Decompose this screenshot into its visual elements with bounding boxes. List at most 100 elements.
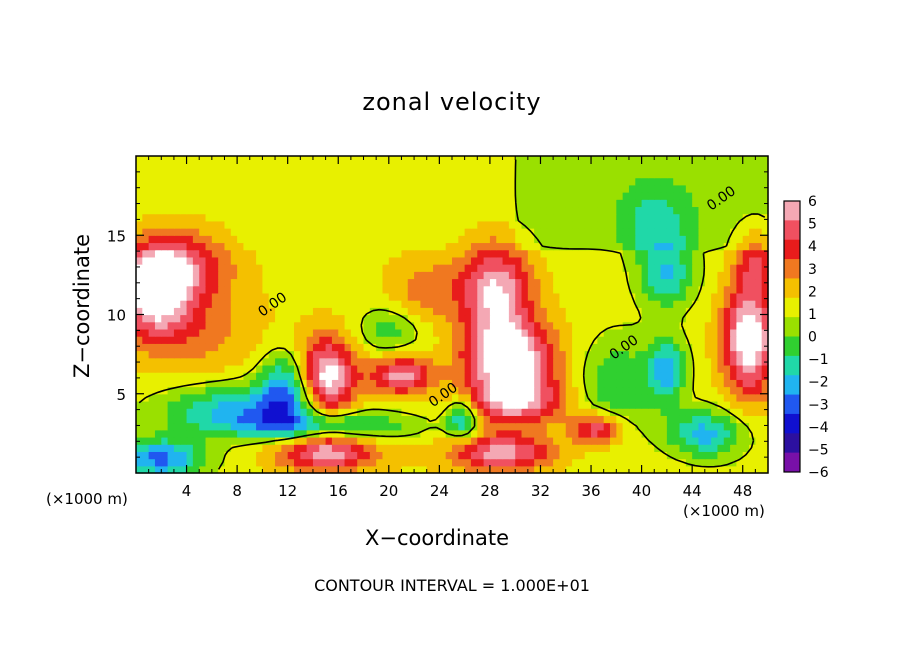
heatmap-cell [483, 465, 491, 474]
heatmap-cell [616, 242, 624, 251]
heatmap-cell [338, 156, 346, 164]
heatmap-cell [647, 415, 655, 424]
heatmap-cell [761, 292, 769, 301]
heatmap-cell [350, 213, 358, 222]
heatmap-cell [237, 199, 245, 208]
heatmap-cell [154, 300, 162, 308]
heatmap-cell [401, 386, 409, 395]
heatmap-cell [268, 300, 276, 308]
heatmap-cell [414, 372, 421, 380]
heatmap-cell [161, 163, 169, 171]
heatmap-cell [521, 386, 529, 395]
heatmap-cell [666, 357, 674, 366]
heatmap-cell [445, 285, 453, 294]
heatmap-cell [610, 220, 617, 229]
heatmap-cell [218, 199, 226, 208]
heatmap-cell [717, 357, 725, 366]
heatmap-cell [749, 170, 756, 179]
heatmap-cell [483, 177, 491, 186]
heatmap-cell [622, 163, 630, 171]
heatmap-cell [591, 278, 598, 287]
heatmap-cell [142, 350, 150, 359]
heatmap-cell [641, 379, 649, 388]
heatmap-cell [698, 408, 706, 416]
heatmap-cell [635, 444, 643, 452]
y-tick-label: 5 [116, 386, 126, 404]
heatmap-cell [344, 235, 352, 244]
heatmap-cell [186, 156, 194, 164]
heatmap-cell [477, 415, 485, 424]
heatmap-cell [496, 386, 504, 395]
heatmap-cell [515, 350, 523, 359]
heatmap-cell [603, 256, 611, 265]
heatmap-cell [325, 285, 333, 294]
heatmap-cell [477, 271, 485, 280]
heatmap-cell [414, 264, 421, 272]
heatmap-cell [534, 307, 542, 316]
heatmap-cell [673, 458, 681, 467]
heatmap-cell [268, 350, 276, 359]
heatmap-cell [628, 328, 636, 337]
heatmap-cell [243, 328, 251, 337]
heatmap-cell [237, 379, 245, 388]
heatmap-cell [452, 156, 459, 164]
heatmap-cell [256, 292, 263, 301]
heatmap-cell [363, 184, 371, 193]
heatmap-cell [597, 357, 605, 366]
heatmap-cell [439, 444, 447, 452]
heatmap-cell [464, 199, 472, 208]
x-unit-label-left: (×1000 m) [46, 490, 128, 508]
heatmap-cell [363, 400, 371, 409]
heatmap-cell [603, 307, 611, 316]
heatmap-cell [711, 292, 719, 301]
heatmap-cell [312, 379, 320, 388]
heatmap-cell [470, 156, 478, 164]
heatmap-cell [521, 256, 529, 265]
heatmap-cell [420, 285, 428, 294]
heatmap-cell [742, 379, 750, 388]
heatmap-cell [325, 206, 333, 215]
heatmap-cell [559, 307, 567, 316]
heatmap-cell [527, 451, 535, 460]
heatmap-cell [572, 206, 579, 215]
heatmap-cell [717, 458, 725, 467]
heatmap-cell [470, 271, 478, 280]
heatmap-cell [635, 242, 643, 251]
heatmap-cell [268, 242, 276, 251]
heatmap-cell [357, 249, 365, 258]
heatmap-cell [635, 422, 643, 431]
heatmap-cell [635, 177, 643, 186]
heatmap-cell [717, 249, 725, 258]
heatmap-cell [407, 177, 415, 186]
heatmap-cell [673, 357, 681, 366]
heatmap-cell [350, 177, 358, 186]
heatmap-cell [395, 436, 403, 445]
heatmap-cell [685, 170, 693, 179]
heatmap-cell [319, 336, 327, 344]
heatmap-cell [584, 379, 592, 388]
heatmap-cell [433, 429, 440, 438]
heatmap-cell [395, 364, 403, 373]
heatmap-cell [376, 292, 384, 301]
heatmap-cell [420, 436, 428, 445]
heatmap-cell [641, 429, 649, 438]
heatmap-cell [262, 278, 270, 287]
heatmap-cell [218, 379, 226, 388]
heatmap-cell [755, 465, 763, 474]
heatmap-cell [730, 350, 737, 359]
heatmap-cell [161, 436, 169, 445]
heatmap-cell [205, 328, 213, 337]
heatmap-cell [407, 163, 415, 171]
heatmap-cell [603, 379, 611, 388]
heatmap-cell [502, 213, 510, 222]
heatmap-cell [445, 228, 453, 236]
heatmap-cell [173, 278, 181, 287]
heatmap-cell [281, 177, 289, 186]
heatmap-cell [723, 206, 731, 215]
heatmap-cell [458, 314, 466, 323]
heatmap-cell [730, 400, 737, 409]
heatmap-cell [711, 408, 719, 416]
heatmap-cell [692, 192, 700, 200]
heatmap-cell [369, 350, 377, 359]
heatmap-cell [673, 264, 681, 272]
